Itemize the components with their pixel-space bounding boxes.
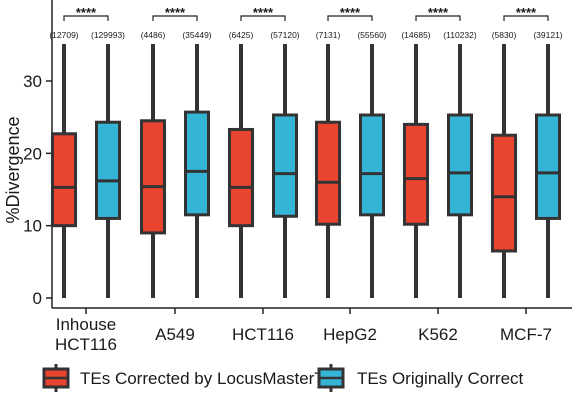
legend-item-0: TEs Corrected by LocusMasterTE [42, 364, 336, 392]
box-body-1-1 [184, 110, 210, 217]
group-4: K562 **** (14685) (110232) [401, 5, 477, 344]
box-3-1: (55560) [357, 30, 387, 298]
sig-label-4: **** [428, 5, 449, 20]
x-tick-label-0-0: Inhouse [56, 315, 117, 334]
x-tick-label-4-0: K562 [418, 325, 458, 344]
box-body-2-1 [272, 113, 298, 218]
n-label-5-1: (39121) [533, 30, 562, 40]
box-body-0-0 [51, 132, 77, 228]
sig-label-5: **** [516, 5, 537, 20]
box-4-0: (14685) [401, 30, 431, 298]
box-1-1: (35449) [182, 30, 212, 298]
box-0-1: (129993) [91, 30, 125, 298]
legend-label-0: TEs Corrected by LocusMasterTE [80, 369, 336, 388]
n-label-3-1: (55560) [357, 30, 386, 40]
box-0-0: (12709) [49, 30, 79, 298]
box-5-1: (39121) [533, 30, 563, 298]
group-1: A549 **** (4486) (35449) [140, 5, 212, 344]
group-5: MCF-7 **** (5830) (39121) [491, 5, 563, 344]
sig-bracket-0 [63, 15, 109, 21]
x-tick-label-0-1: HCT116 [55, 335, 117, 354]
n-label-1-1: (35449) [182, 30, 211, 40]
box-body-0-1 [95, 120, 121, 220]
sig-bracket-2 [240, 15, 286, 21]
legend-label-1: TEs Originally Correct [357, 369, 524, 388]
sig-label-3: **** [340, 5, 361, 20]
x-tick-label-1-0: A549 [155, 325, 195, 344]
box-body-4-0 [403, 122, 429, 226]
box-2-0: (6425) [228, 30, 254, 298]
y-tick-label-1: 10 [23, 217, 42, 236]
n-label-2-1: (57120) [270, 30, 299, 40]
n-label-5-0: (5830) [492, 30, 517, 40]
n-label-4-0: (14685) [401, 30, 430, 40]
x-tick-label-3-0: HepG2 [323, 325, 377, 344]
box-4-1: (110232) [443, 30, 477, 298]
n-label-0-0: (12709) [49, 30, 78, 40]
box-body-2-0 [228, 127, 254, 228]
box-2-1: (57120) [270, 30, 300, 298]
y-tick-label-0: 0 [33, 289, 42, 308]
sig-bracket-4 [415, 15, 461, 21]
sig-label-0: **** [76, 5, 97, 20]
sig-bracket-1 [152, 15, 198, 21]
group-2: HCT116 **** (6425) (57120) [228, 5, 300, 344]
box-1-0: (4486) [140, 30, 166, 298]
box-body-5-0 [491, 133, 517, 253]
box-body-5-1 [535, 113, 561, 220]
box-3-0: (7131) [315, 30, 341, 298]
n-label-2-0: (6425) [229, 30, 254, 40]
y-tick-label-3: 30 [23, 72, 42, 91]
sig-bracket-5 [503, 15, 549, 21]
box-body-4-1 [447, 113, 473, 217]
sig-label-1: **** [165, 5, 186, 20]
y-axis-label: %Divergence [3, 116, 23, 223]
box-body-3-1 [359, 113, 385, 217]
x-tick-label-2-0: HCT116 [232, 325, 294, 344]
box-5-0: (5830) [491, 30, 517, 298]
n-label-3-0: (7131) [316, 30, 341, 40]
legend-item-1: TEs Originally Correct [317, 364, 524, 392]
n-label-0-1: (129993) [91, 30, 125, 40]
x-tick-label-5-0: MCF-7 [500, 325, 552, 344]
sig-label-2: **** [253, 5, 274, 20]
group-3: HepG2 **** (7131) (55560) [315, 5, 387, 344]
n-label-1-0: (4486) [141, 30, 166, 40]
box-body-1-0 [140, 119, 166, 235]
box-body-3-0 [315, 120, 341, 226]
y-tick-label-2: 20 [23, 144, 42, 163]
n-label-4-1: (110232) [443, 30, 477, 40]
sig-bracket-3 [327, 15, 373, 21]
